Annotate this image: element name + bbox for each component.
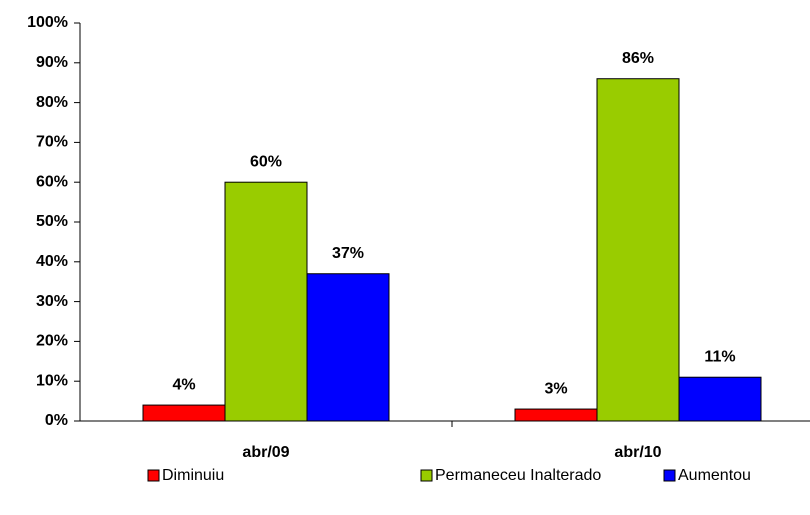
y-tick-label: 10%: [36, 372, 68, 389]
x-tick-label: abr/10: [614, 444, 661, 461]
y-tick-label: 70%: [36, 134, 68, 151]
legend-label: Diminuiu: [162, 467, 224, 484]
legend-swatch: [147, 469, 160, 482]
y-tick-label: 100%: [27, 14, 68, 31]
y-tick-label: 50%: [36, 213, 68, 230]
x-tick-label: abr/09: [242, 444, 289, 461]
y-tick-label: 90%: [36, 54, 68, 71]
value-label: 60%: [250, 153, 282, 170]
bar: [142, 404, 226, 422]
y-tick-label: 0%: [45, 412, 68, 429]
bar: [596, 78, 680, 422]
bar: [678, 376, 762, 422]
value-label: 37%: [332, 245, 364, 262]
bar: [224, 181, 308, 422]
bar: [514, 408, 598, 422]
y-tick-label: 60%: [36, 173, 68, 190]
legend-label: Aumentou: [678, 467, 751, 484]
y-tick-label: 30%: [36, 293, 68, 310]
value-label: 86%: [622, 50, 654, 67]
y-tick-label: 80%: [36, 94, 68, 111]
bar: [306, 273, 390, 422]
legend-label: Permaneceu Inalterado: [435, 467, 601, 484]
y-tick-label: 20%: [36, 333, 68, 350]
value-label: 3%: [544, 380, 567, 397]
legend-swatch: [420, 469, 433, 482]
y-tick-label: 40%: [36, 253, 68, 270]
legend-swatch: [663, 469, 676, 482]
value-label: 4%: [172, 376, 195, 393]
value-label: 11%: [704, 348, 735, 365]
